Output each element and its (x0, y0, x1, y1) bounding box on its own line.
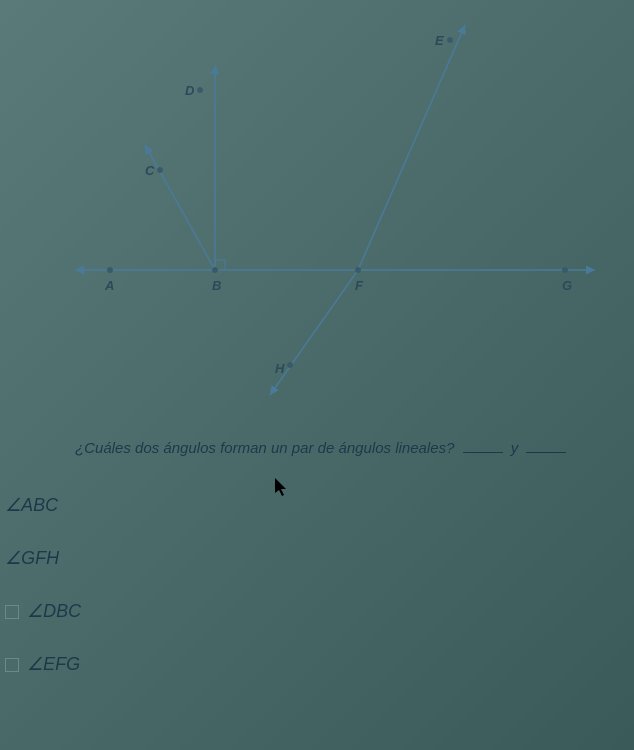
blank-1 (463, 452, 503, 453)
checkbox-icon (5, 605, 19, 619)
option-efg[interactable]: ∠EFG (5, 654, 81, 675)
question-prompt: ¿Cuáles dos ángulos forman un par de áng… (75, 440, 454, 457)
option-gfh[interactable]: ∠GFH (5, 548, 81, 569)
option-label: ∠ABC (5, 495, 58, 516)
blank-2 (526, 452, 566, 453)
geometry-diagram: A B C D E F G H (0, 10, 634, 400)
question-connector: y (511, 440, 519, 457)
svg-text:B: B (212, 278, 221, 293)
option-label: ∠GFH (5, 548, 59, 569)
svg-text:D: D (185, 83, 195, 98)
answer-options: ∠ABC ∠GFH ∠DBC ∠EFG (5, 495, 81, 707)
svg-text:C: C (145, 163, 155, 178)
cursor-icon (275, 478, 291, 504)
svg-text:H: H (275, 361, 285, 376)
svg-text:G: G (562, 278, 572, 293)
svg-text:E: E (435, 33, 444, 48)
option-dbc[interactable]: ∠DBC (5, 601, 81, 622)
question-text: ¿Cuáles dos ángulos forman un par de áng… (75, 440, 614, 457)
svg-text:F: F (355, 278, 364, 293)
option-label: ∠EFG (27, 654, 80, 675)
svg-text:A: A (104, 278, 114, 293)
option-abc[interactable]: ∠ABC (5, 495, 81, 516)
option-label: ∠DBC (27, 601, 81, 622)
checkbox-icon (5, 658, 19, 672)
